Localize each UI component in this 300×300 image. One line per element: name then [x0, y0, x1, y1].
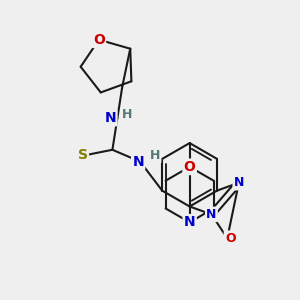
Text: H: H: [122, 108, 133, 121]
Text: N: N: [184, 215, 195, 229]
Text: N: N: [206, 208, 217, 221]
Text: O: O: [184, 160, 196, 174]
Text: O: O: [93, 33, 105, 47]
Text: N: N: [105, 111, 116, 125]
Text: S: S: [78, 148, 88, 162]
Text: O: O: [225, 232, 236, 245]
Text: N: N: [234, 176, 244, 189]
Text: H: H: [150, 149, 160, 162]
Text: N: N: [132, 155, 144, 169]
